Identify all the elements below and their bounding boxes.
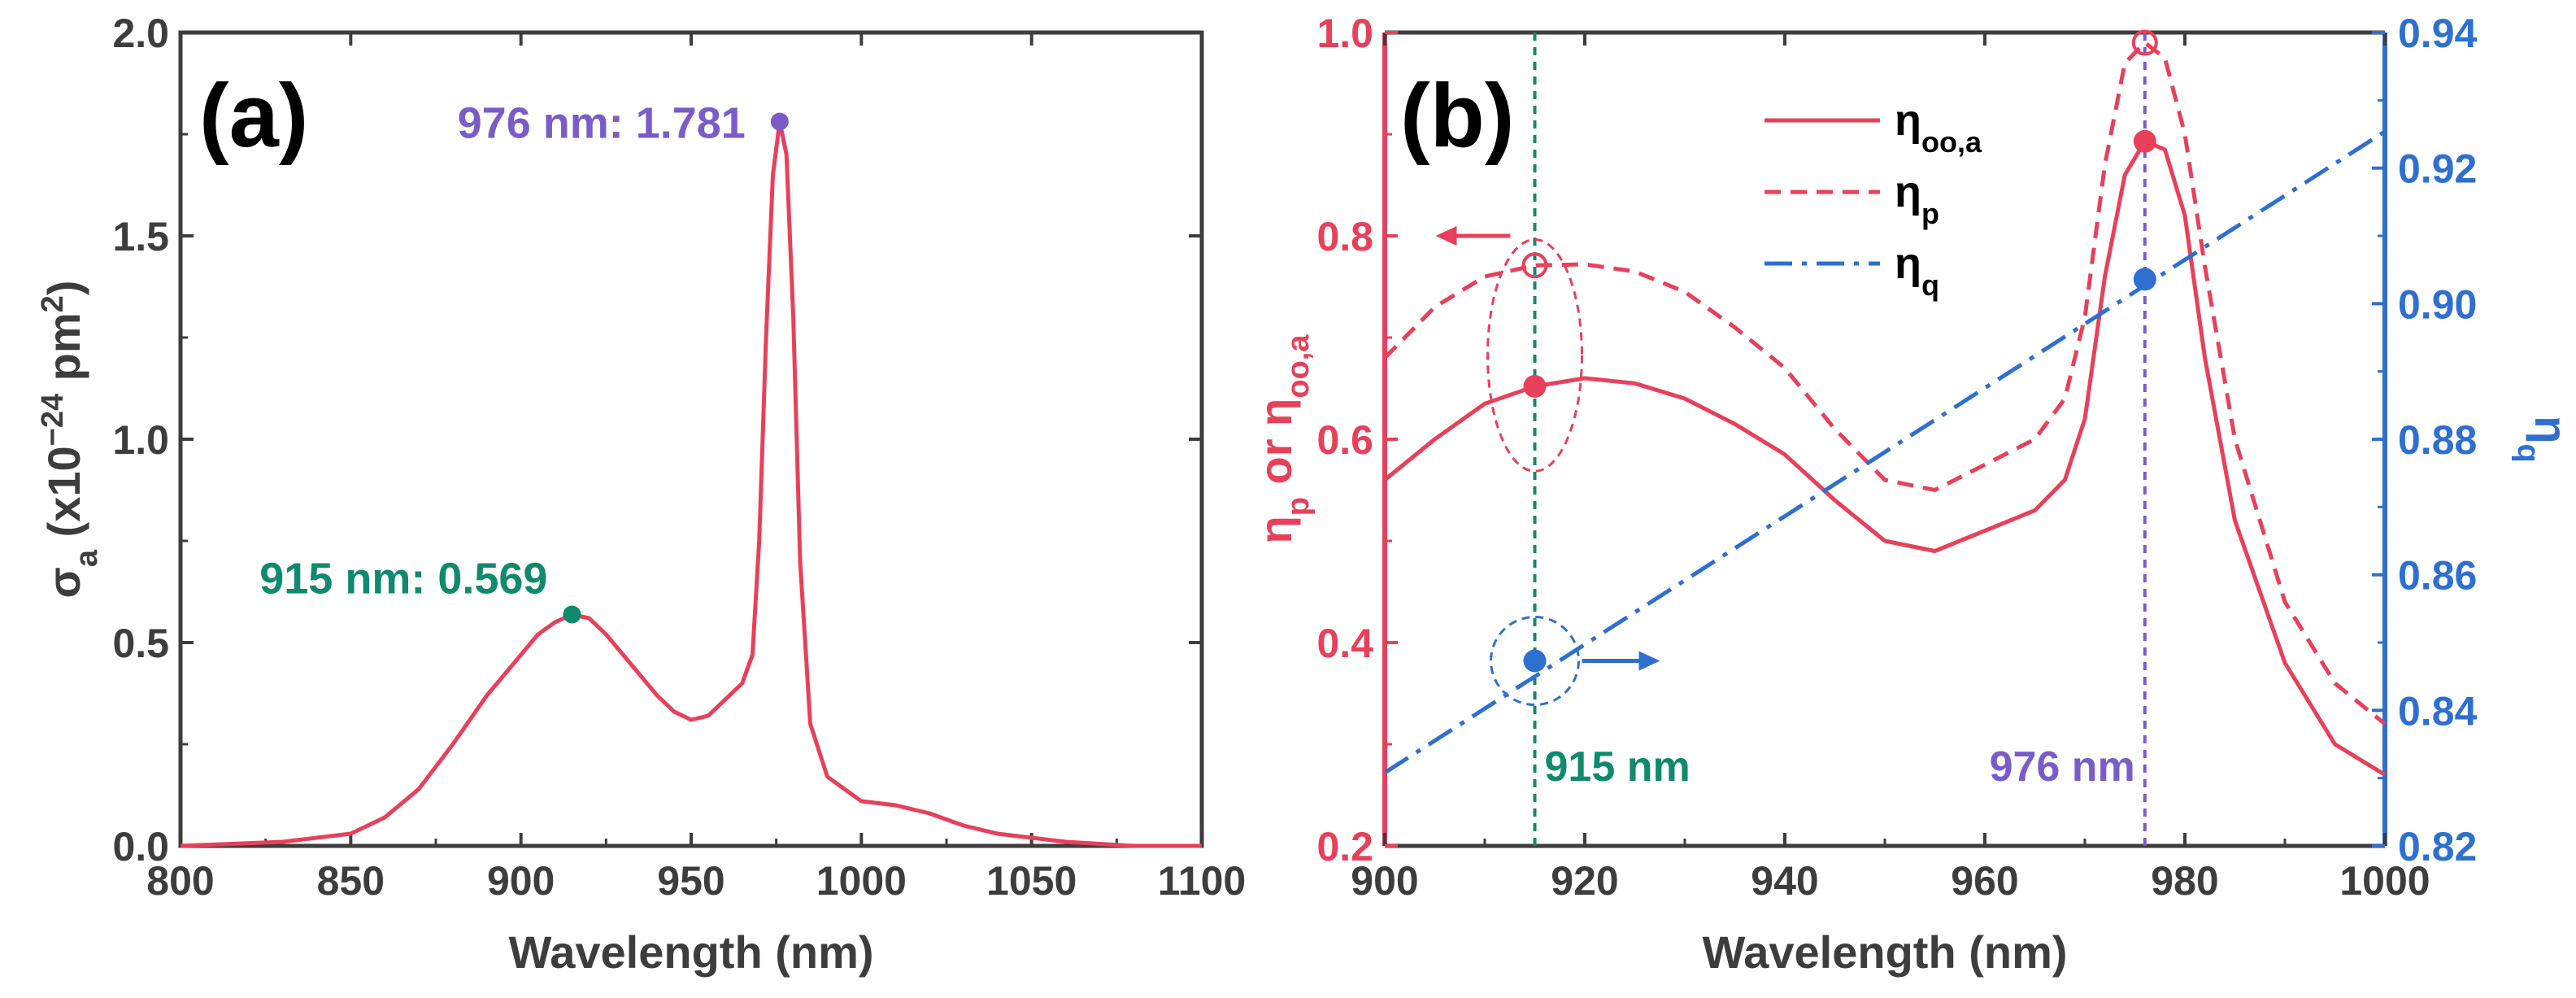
legend-label-base: η [1895,239,1921,288]
y-tick-label-right-b: 0.90 [2398,281,2477,327]
y-label-or: or [1250,426,1301,497]
series-line-q-b [1385,129,2385,775]
panel-b: 900 920 940 960 980 1000 0.2 0.4 0.6 0.8 1.0 0.82 0.… [1250,11,2576,978]
data-marker-b [1523,649,1547,673]
y-tick-label-right-b: 0.84 [2398,688,2478,734]
y-tick-label-right-b: 0.82 [2398,824,2477,869]
y-label-sub: a [70,549,104,567]
legend-label-base: η [1895,168,1921,216]
y-tick-label-right-b: 0.88 [2398,417,2477,463]
legend-label-b: ηq [1895,239,1939,302]
plot-frame-a [178,30,1204,848]
y-axis-label-right-b: ηq [2511,416,2576,462]
y-axis-label-a: σa (x10−24 pm2) [36,281,104,599]
y-tick-label-left-b: 1.0 [1316,11,1373,56]
y-label-sup: −24 [36,394,70,446]
y-tick-label-left-b: 0.8 [1316,214,1373,259]
y-tick-label-a: 2.0 [112,11,169,56]
x-tick-label-b: 920 [1551,858,1618,904]
y-tick-label-right-b: 0.92 [2398,146,2477,192]
x-tick-label-a: 900 [487,858,555,904]
legend-label-base: η [1895,96,1921,145]
legend-label-sub: q [1921,268,1939,302]
x-tick-label-b: 900 [1351,858,1418,904]
y-tick-label-a: 0.5 [112,621,169,666]
annotation-marker-a [770,112,789,131]
y-tick-label-a: 0.0 [112,824,169,869]
y-label-eta-p-sub: p [1281,497,1316,516]
y-label-close: ) [38,281,89,296]
series-line-p-b [1385,41,2385,726]
y-tick-label-right-b: 0.94 [2398,11,2478,56]
series-group-b [1385,41,2385,777]
y-tick-label-left-b: 0.2 [1316,824,1373,869]
y-tick-label-a: 1.5 [112,214,169,259]
y-label-unit: pm [38,312,89,394]
x-tick-label-a: 1100 [1158,858,1246,904]
y-tick-label-left-b: 0.6 [1316,417,1373,463]
x-axis-label-a: Wavelength (nm) [508,926,873,978]
y-label-eta-p: η [1250,516,1301,543]
data-marker-b [2133,129,2156,153]
x-tick-label-b: 960 [1951,858,2018,904]
legend-label-sub: p [1921,197,1939,230]
x-tick-label-b: 940 [1751,858,1818,904]
annotation-marker-a [563,605,581,624]
series-line-sigma-a [180,120,1202,848]
x-tick-label-a: 1000 [816,858,907,904]
arrow-left-head-b [1435,226,1457,246]
y-axis-label-left-b: ηp or ηoo,a [1250,334,1316,544]
x-axis-label-b: Wavelength (nm) [1702,926,2067,978]
y-label-mid: (x10 [38,446,89,550]
y-label-eta-q-sub: q [2511,444,2545,463]
vline-label-b: 976 nm [1990,743,2135,791]
y-label-unit-sup: 2 [36,295,70,312]
arrow-right-head-b [1638,651,1660,671]
x-tick-label-b: 980 [2151,858,2218,904]
callout-ellipse-left-b [1486,238,1583,473]
legend-label-b: ηoo,a [1895,96,1982,159]
x-tick-label-a: 1050 [986,858,1077,904]
y-label-eta-q: η [2526,416,2576,443]
x-tick-label-a: 850 [317,858,385,904]
x-tick-label-a: 950 [657,858,724,904]
x-tick-label-b: 1000 [2339,858,2430,904]
data-marker-open-b [2131,29,2158,56]
callout-circle-right-b [1490,616,1580,706]
annotation-label-a: 915 nm: 0.569 [259,555,547,604]
data-marker-b [2133,268,2156,291]
y-tick-label-a: 1.0 [112,417,169,463]
series-line-ooa-b [1385,139,2385,777]
legend-label-sub: oo,a [1921,125,1982,159]
panel-label-b: (b) [1400,66,1514,166]
y-label-base: σ [38,567,89,598]
y-label-eta-ooa: η [1250,399,1301,426]
data-marker-open-b [1521,252,1548,279]
x-tick-label-a: 800 [146,858,214,904]
vline-label-b: 915 nm [1545,743,1690,791]
panel-a: 800 850 900 950 1000 1050 1100 0.0 0.5 1.0 1.5 2.0 W… [36,11,1246,978]
y-label-eta-ooa-sub: oo,a [1281,334,1316,399]
panel-label-a: (a) [199,66,308,166]
y-tick-label-right-b: 0.86 [2398,553,2477,599]
y-tick-label-left-b: 0.4 [1316,621,1373,666]
legend-label-b: ηp [1895,168,1939,230]
annotation-label-a: 976 nm: 1.781 [458,99,746,148]
data-marker-b [1523,375,1547,398]
